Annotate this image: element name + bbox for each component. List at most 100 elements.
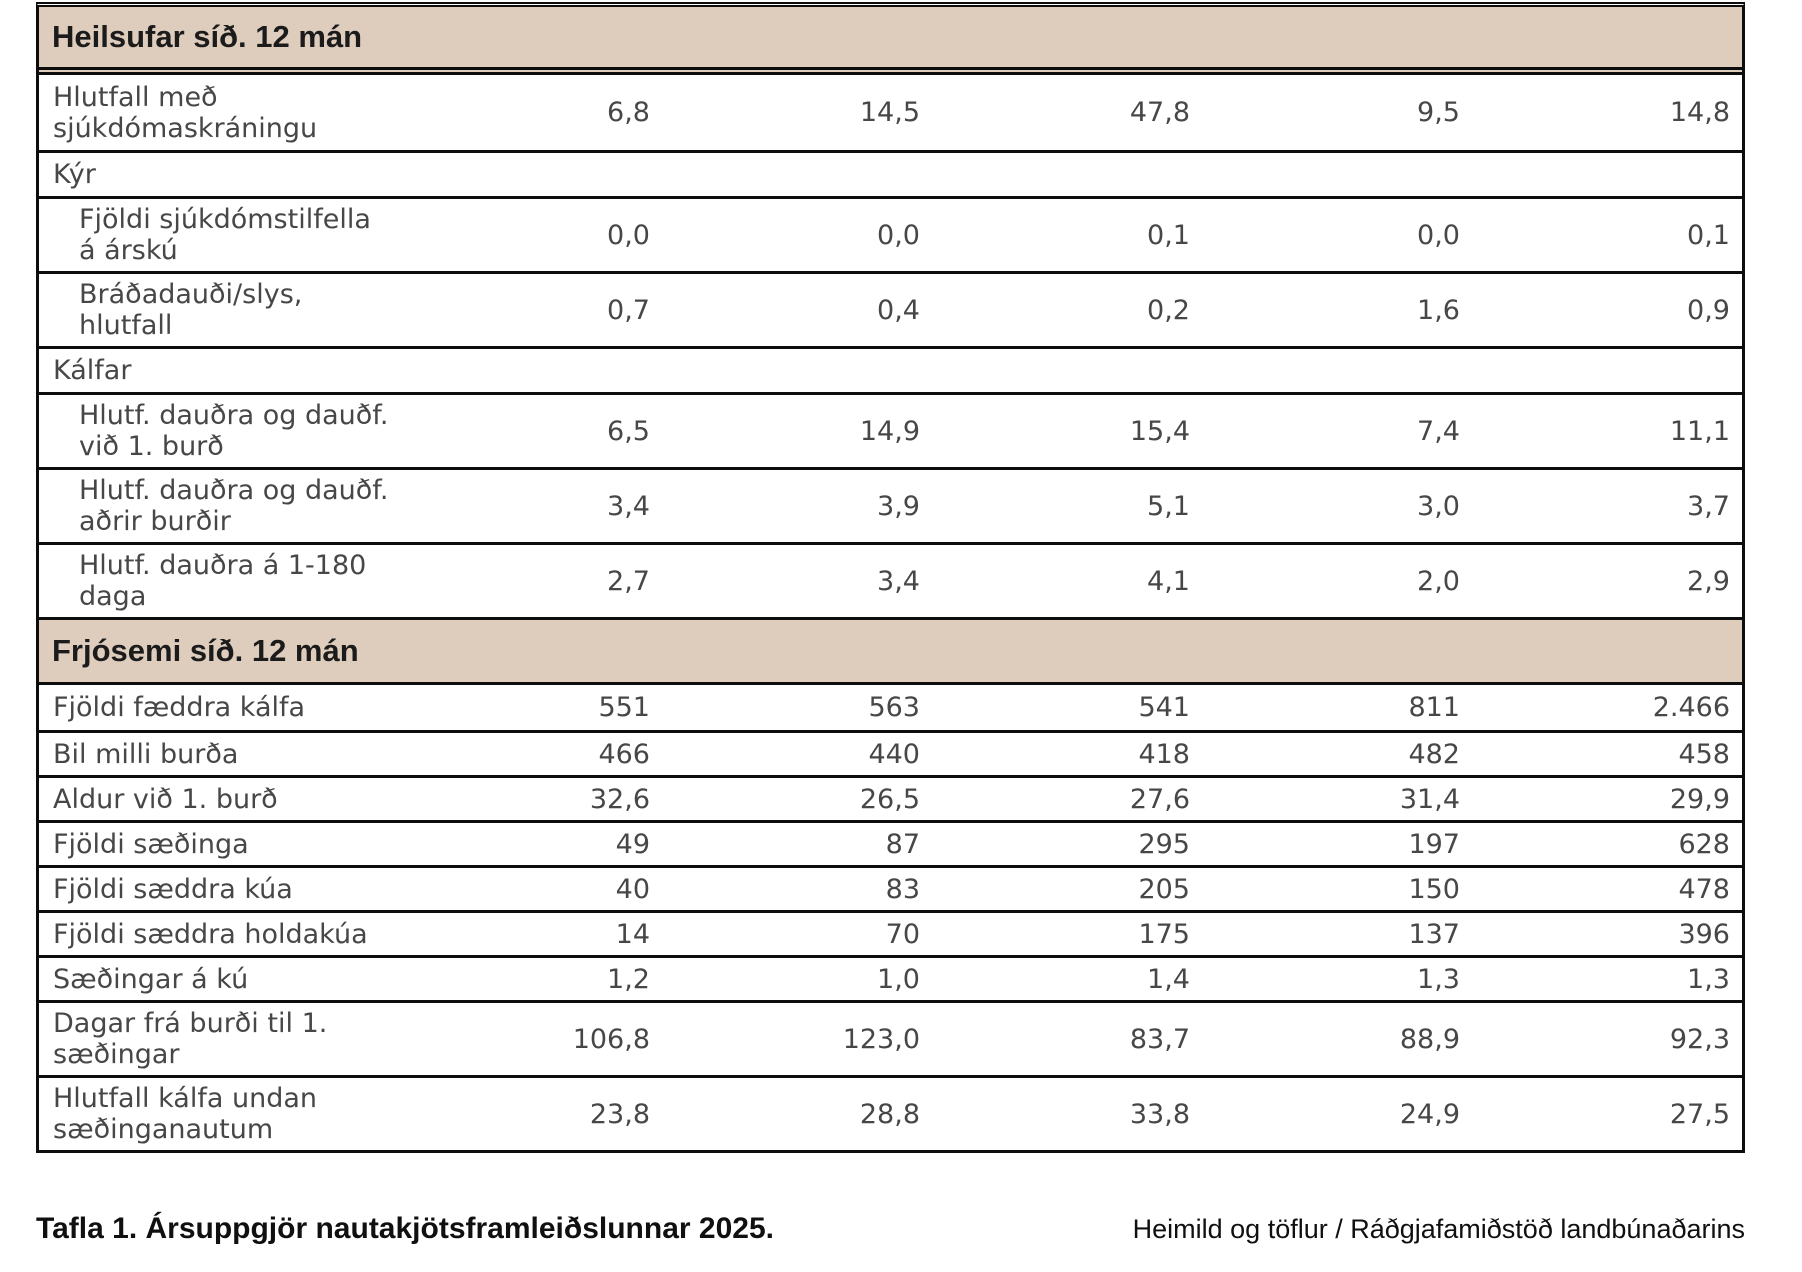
table-row: Fjöldi sjúkdómstilfella á árskú 0,0 0,0 0,1… — [39, 196, 1742, 271]
row-value: 0,9 — [1687, 294, 1730, 326]
section-header: Heilsufar síð. 12 mán — [39, 7, 1742, 75]
table-row: Fjöldi sæddra kúa 40 83 205 150 478 — [39, 865, 1742, 910]
caption-row: Tafla 1. Ársuppgjör nautakjötsframleiðsl… — [36, 1212, 1745, 1246]
row-value: 482 — [1408, 738, 1460, 770]
table-row: Hlutf. dauðra og dauðf. aðrir burðir 3,4 3… — [39, 467, 1742, 542]
row-value: 15,4 — [1129, 415, 1190, 447]
table-row: Sæðingar á kú 1,2 1,0 1,4 1,3 1,3 — [39, 955, 1742, 1000]
row-value: 49 — [615, 828, 650, 860]
row-value: 0,0 — [607, 219, 650, 251]
source-credit: Heimild og töflur / Ráðgjafamiðstöð land… — [1132, 1214, 1745, 1244]
table-row: Hlutfall kálfa undan sæðinganautum 23,8 28… — [39, 1075, 1742, 1150]
table-row: Bráðadauði/slys, hlutfall 0,7 0,4 0,2 1,6 0,9 — [39, 271, 1742, 346]
row-value: 3,0 — [1417, 490, 1460, 522]
section-header-label: Frjósemi síð. 12 mán — [52, 633, 359, 668]
row-value: 205 — [1138, 873, 1190, 905]
row-value: 458 — [1678, 738, 1730, 770]
row-value: 1,2 — [607, 963, 650, 995]
row-value: 47,8 — [1129, 97, 1190, 128]
row-value: 14,9 — [859, 415, 920, 447]
table-row: Aldur við 1. burð 32,6 26,5 27,6 31,4 29,9 — [39, 775, 1742, 820]
table-row: Fjöldi sæðinga 49 87 295 197 628 — [39, 820, 1742, 865]
row-label: Hlutf. dauðra og dauðf. við 1. burð — [79, 400, 389, 462]
row-value: 92,3 — [1669, 1023, 1730, 1055]
row-value: 0,4 — [877, 294, 920, 326]
row-value: 14,5 — [859, 97, 920, 128]
row-value: 5,1 — [1147, 490, 1190, 522]
row-value: 3,7 — [1687, 490, 1730, 522]
table-row: Fjöldi sæddra holdakúa 14 70 175 137 396 — [39, 910, 1742, 955]
row-value: 0,0 — [1417, 219, 1460, 251]
row-value: 0,0 — [877, 219, 920, 251]
row-value: 1,3 — [1417, 963, 1460, 995]
row-value: 295 — [1138, 828, 1190, 860]
row-value: 541 — [1138, 692, 1190, 723]
row-value: 40 — [615, 873, 650, 905]
row-label: Hlutf. dauðra og dauðf. aðrir burðir — [79, 475, 389, 537]
row-value: 3,4 — [877, 565, 920, 597]
row-value: 14 — [615, 918, 650, 950]
table-row: Fjöldi fæddra kálfa 551 563 541 811 2.466 — [39, 685, 1742, 730]
row-value: 83,7 — [1129, 1023, 1190, 1055]
row-value: 106,8 — [572, 1023, 650, 1055]
row-value: 3,4 — [607, 490, 650, 522]
row-value: 1,6 — [1417, 294, 1460, 326]
row-value: 2,9 — [1687, 565, 1730, 597]
row-value: 3,9 — [877, 490, 920, 522]
row-label: Hlutfall kálfa undan sæðinganautum — [53, 1083, 318, 1145]
table-row: Bil milli burða 466 440 418 482 458 — [39, 730, 1742, 775]
table-caption: Tafla 1. Ársuppgjör nautakjötsframleiðsl… — [36, 1212, 774, 1245]
row-label: Fjöldi sæddra kúa — [53, 873, 293, 905]
row-value: 197 — [1408, 828, 1460, 860]
row-label: Kálfar — [53, 355, 132, 386]
table-row: Dagar frá burði til 1. sæðingar 106,8 123,… — [39, 1000, 1742, 1075]
row-label: Hlutf. dauðra á 1-180 daga — [79, 550, 367, 612]
row-value: 551 — [598, 692, 650, 723]
row-value: 27,5 — [1669, 1098, 1730, 1130]
table-row: Hlutf. dauðra og dauðf. við 1. burð 6,5 14… — [39, 392, 1742, 467]
table-row: Kálfar — [39, 346, 1742, 392]
row-value: 123,0 — [842, 1023, 920, 1055]
row-label: Bil milli burða — [53, 738, 239, 770]
row-value: 2,0 — [1417, 565, 1460, 597]
table-row: Hlutf. dauðra á 1-180 daga 2,7 3,4 4,1 2,0 2,… — [39, 542, 1742, 617]
row-value: 9,5 — [1417, 97, 1460, 128]
row-value: 33,8 — [1129, 1098, 1190, 1130]
row-label: Bráðadauði/slys, hlutfall — [79, 279, 303, 341]
row-value: 0,2 — [1147, 294, 1190, 326]
row-value: 0,1 — [1147, 219, 1190, 251]
row-value: 396 — [1678, 918, 1730, 950]
row-value: 70 — [885, 918, 920, 950]
row-value: 7,4 — [1417, 415, 1460, 447]
row-value: 440 — [868, 738, 920, 770]
row-value: 0,1 — [1687, 219, 1730, 251]
row-value: 6,5 — [607, 415, 650, 447]
row-value: 150 — [1408, 873, 1460, 905]
row-value: 2,7 — [607, 565, 650, 597]
row-label: Fjöldi sæddra holdakúa — [53, 918, 368, 950]
row-value: 27,6 — [1129, 783, 1190, 815]
row-label: Fjöldi sæðinga — [53, 828, 249, 860]
row-value: 811 — [1408, 692, 1460, 723]
annual-report-table: Heilsufar síð. 12 mán Hlutfall með sjúkdó… — [36, 2, 1745, 1153]
row-value: 14,8 — [1669, 97, 1730, 128]
row-value: 6,8 — [607, 97, 650, 128]
row-value: 2.466 — [1652, 692, 1730, 723]
row-value: 87 — [885, 828, 920, 860]
row-label: Sæðingar á kú — [53, 963, 249, 995]
row-label: Fjöldi sjúkdómstilfella á árskú — [79, 204, 371, 266]
row-value: 563 — [868, 692, 920, 723]
section-header-label: Heilsufar síð. 12 mán — [52, 19, 363, 54]
section-header: Frjósemi síð. 12 mán — [39, 617, 1742, 685]
row-value: 4,1 — [1147, 565, 1190, 597]
row-label: Dagar frá burði til 1. sæðingar — [53, 1008, 328, 1070]
row-value: 628 — [1678, 828, 1730, 860]
row-value: 88,9 — [1399, 1023, 1460, 1055]
row-label: Aldur við 1. burð — [53, 783, 278, 815]
table-row: Hlutfall með sjúkdómaskráningu 6,8 14,5 47,… — [39, 75, 1742, 150]
row-value: 28,8 — [859, 1098, 920, 1130]
row-value: 23,8 — [589, 1098, 650, 1130]
row-value: 0,7 — [607, 294, 650, 326]
row-value: 137 — [1408, 918, 1460, 950]
